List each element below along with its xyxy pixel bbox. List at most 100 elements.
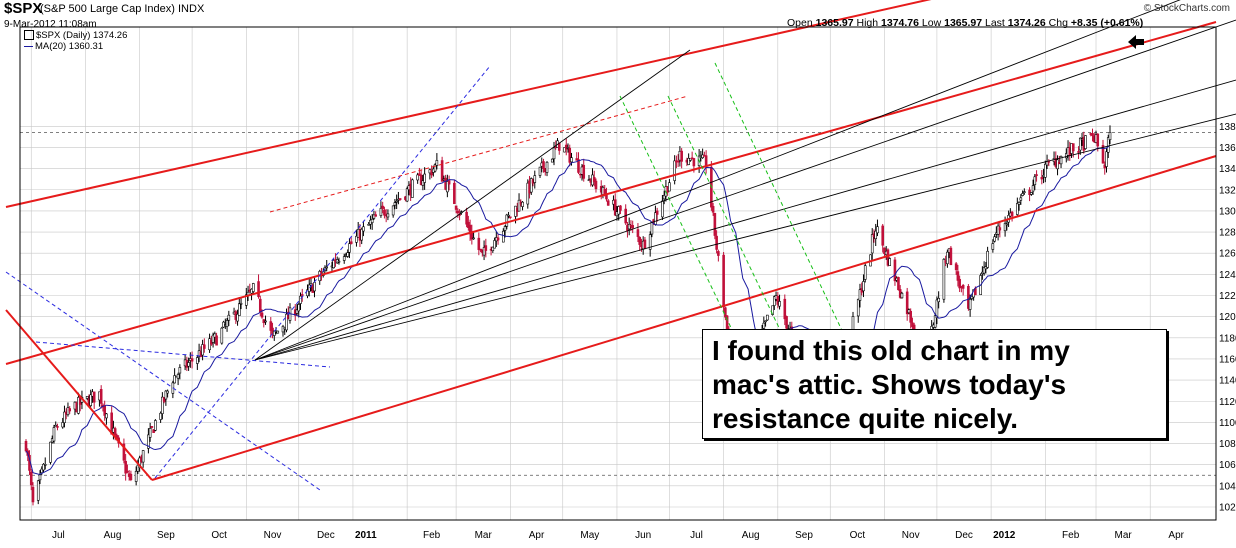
candle [503,225,507,238]
x-tick-label: Apr [529,530,545,541]
candle [1091,128,1094,142]
candle-body [105,413,108,419]
candle-body [1108,132,1112,140]
candle-body [771,305,774,315]
candle [1078,137,1082,155]
candle-body [1071,143,1075,152]
candle [332,258,336,269]
candle-body [349,241,353,244]
candle-body [24,441,28,452]
candle [405,186,409,203]
candle [673,155,676,185]
candle [764,320,767,327]
candle-body [538,166,542,176]
legend-ma-label: MA(20) 1360.31 [35,41,104,52]
candle-body [49,441,52,463]
candle-body [176,374,180,379]
candle [886,248,890,267]
candle [211,332,215,348]
candle-body [1064,153,1068,159]
candle-body [150,426,154,428]
candle-body [446,181,449,193]
candle [295,303,299,316]
candle [968,294,972,317]
candle-body [863,265,867,280]
candle-body [687,158,690,165]
candle-body [456,210,460,214]
candle-body [762,322,766,329]
candle-body [56,426,59,428]
candle [85,396,89,401]
candle [577,152,580,174]
candle [141,449,145,468]
candle [1021,190,1024,197]
candle [306,284,309,299]
candle-body [773,296,776,306]
candle-body [430,170,433,176]
y-tick-label: 1360 [1219,143,1236,154]
candle [276,330,280,334]
candle-body [491,246,495,251]
candle [933,313,937,329]
candle-body [447,180,451,185]
chart-date: 9-Mar-2012 11:08am [4,19,97,30]
candle [582,158,586,182]
candle-body [367,223,370,226]
x-tick-label: Mar [1114,530,1132,541]
y-tick-label: 1260 [1219,249,1236,260]
candle [594,178,598,193]
candle [77,392,80,415]
x-tick-label: Dec [955,530,973,541]
x-tick-label: Sep [157,530,175,541]
candle-body [77,397,80,414]
candle [704,150,708,174]
candle-body [411,179,414,198]
candle-body [29,471,33,486]
ma-swatch-icon [24,45,33,47]
candle [856,298,860,323]
candle-body [998,227,1002,231]
candle [196,355,199,370]
candle [874,223,878,247]
plot-frame [19,26,1217,521]
candle-body [332,260,336,269]
candle [773,295,776,311]
candle-body [533,175,537,183]
candle [648,231,652,257]
candle-body [883,247,886,254]
candle-body [355,235,358,243]
candle [92,391,96,409]
candle-body [433,164,437,172]
candle [687,153,690,166]
candle-body [300,294,304,296]
fan-line-4 [254,79,1236,361]
candle-body [196,357,199,364]
candle [676,154,680,168]
candle-body [713,212,717,236]
candle [348,238,351,259]
candle-body [619,205,622,211]
candle-body [325,266,329,269]
last-label: Last [985,17,1005,29]
candle-body [881,225,885,246]
candle [386,209,390,221]
candle-body [36,480,40,501]
candle-body [306,289,309,297]
candle [668,179,671,192]
candle [164,389,168,406]
candle-body [991,243,995,250]
candle [43,457,47,470]
candle [1005,220,1009,231]
candle-body [342,256,346,261]
candle [421,174,425,191]
candle [129,470,133,482]
candle [220,326,224,345]
candle-body [215,335,218,346]
candle-body [503,226,507,231]
chg-value: +8.35 (+0.61%) [1070,17,1144,29]
candle-body [236,313,239,322]
candle-body [1003,223,1007,232]
candle-body [1101,145,1105,164]
candle [381,201,384,214]
candle-body [1021,193,1024,196]
